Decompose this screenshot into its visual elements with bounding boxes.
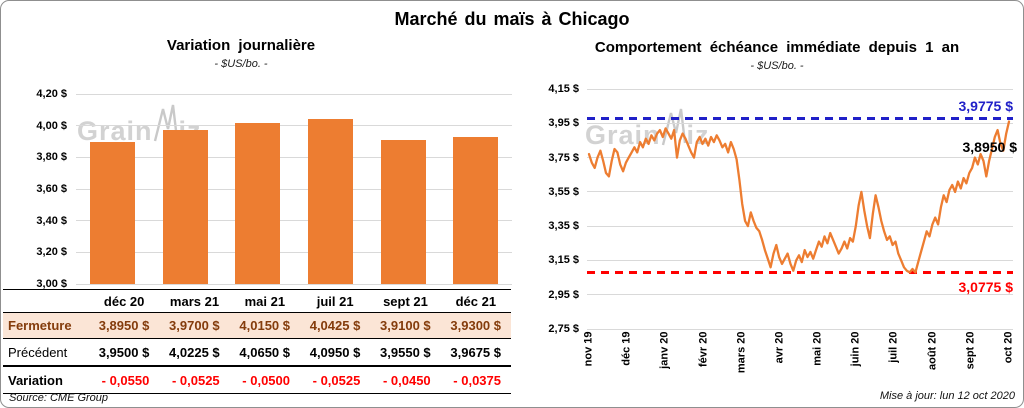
- bar-chart-title: Variation journalière: [166, 37, 316, 54]
- row-label: Précédent: [8, 344, 68, 360]
- gridline: [76, 220, 512, 222]
- gridline: [76, 251, 512, 253]
- table-header-cell: mars 21: [169, 293, 220, 309]
- bar: [89, 142, 135, 284]
- row-label: Fermeture: [8, 318, 72, 333]
- bar: [380, 139, 426, 284]
- table-value-cell: 3,9550 $: [380, 344, 431, 360]
- bar: [162, 130, 208, 284]
- table-row-close: Fermeture 3,8950 $ 3,9700 $ 4,0150 $ 4,0425 …: [3, 313, 511, 339]
- gridline: [76, 125, 512, 127]
- y-axis-label: 3,80 $: [36, 151, 67, 164]
- page-title: Marché du maïs à Chicago: [394, 9, 630, 29]
- table-header-cell: mai 21: [244, 293, 286, 309]
- bar: [453, 136, 499, 284]
- table-value-cell: 3,9700 $: [169, 318, 220, 333]
- table-header-cell: déc 21: [455, 293, 497, 309]
- table-value-cell: 3,9100 $: [380, 318, 431, 333]
- table-value-cell: 4,0950 $: [309, 344, 361, 360]
- y-axis-label: 4,20 $: [36, 88, 67, 100]
- table-header-row: déc 20 mars 21 mai 21 juil 21 sept 21 déc 21: [3, 289, 511, 313]
- futures-table: déc 20 mars 21 mai 21 juil 21 sept 21 déc 21 F…: [3, 289, 511, 394]
- bar-chart-panel: Variation journalière - $US/bo. - Graini…: [1, 1, 513, 407]
- table-header-cell: déc 20: [103, 293, 145, 309]
- source-note: Source: CME Group: [9, 392, 109, 404]
- table-value-cell: - 0,0550: [101, 372, 150, 388]
- gridline: [76, 156, 512, 158]
- table-value-cell: 3,8950 $: [98, 318, 150, 333]
- table-value-cell: - 0,0450: [382, 372, 431, 388]
- table-value-cell: - 0,0525: [312, 372, 361, 388]
- line-chart-subtitle: - $US/bo. -: [750, 60, 804, 72]
- table-value-cell: 4,0225 $: [169, 344, 220, 360]
- gridline: [76, 93, 512, 95]
- row-label: Variation: [8, 372, 63, 388]
- y-axis-label: 3,60 $: [36, 183, 67, 195]
- table-value-cell: 3,9300 $: [450, 318, 501, 333]
- table-value-cell: 3,9675 $: [450, 344, 501, 360]
- y-axis-label: 3,20 $: [36, 246, 67, 259]
- table-value-cell: - 0,0375: [453, 372, 501, 388]
- line-chart-title: Comportement échéance immédiate depuis 1…: [594, 39, 960, 56]
- table-row-variation: Variation - 0,0550 - 0,0525 - 0,0500 - 0,052…: [3, 367, 511, 394]
- y-axis-label: 3,40 $: [36, 214, 67, 227]
- table-header-cell: sept 21: [383, 293, 428, 309]
- table-value-cell: 4,0425 $: [309, 318, 361, 333]
- table-row-previous: Précédent 3,9500 $ 4,0225 $ 4,0650 $ 4,0950 …: [3, 339, 511, 367]
- table-value-cell: - 0,0525: [171, 372, 220, 388]
- table-value-cell: 3,9500 $: [98, 344, 150, 360]
- y-axis-label: 3,00 $: [36, 278, 67, 290]
- gridline: [76, 283, 512, 285]
- watermark-prefix: Grain: [77, 116, 153, 146]
- table-value-cell: 4,0150 $: [239, 318, 290, 333]
- bar-chart-subtitle: - $US/bo. -: [214, 58, 268, 70]
- line-chart-panel: Comportement échéance immédiate depuis 1…: [513, 1, 1023, 407]
- y-axis-label: 4,00 $: [36, 119, 67, 132]
- gridline: [76, 188, 512, 190]
- table-value-cell: 4,0650 $: [239, 344, 290, 360]
- bar: [235, 123, 281, 284]
- bar: [307, 118, 353, 284]
- update-note: Mise à jour: lun 12 oct 2020: [879, 390, 1015, 402]
- table-value-cell: - 0,0500: [242, 372, 290, 388]
- table-header-cell: juil 21: [316, 293, 354, 309]
